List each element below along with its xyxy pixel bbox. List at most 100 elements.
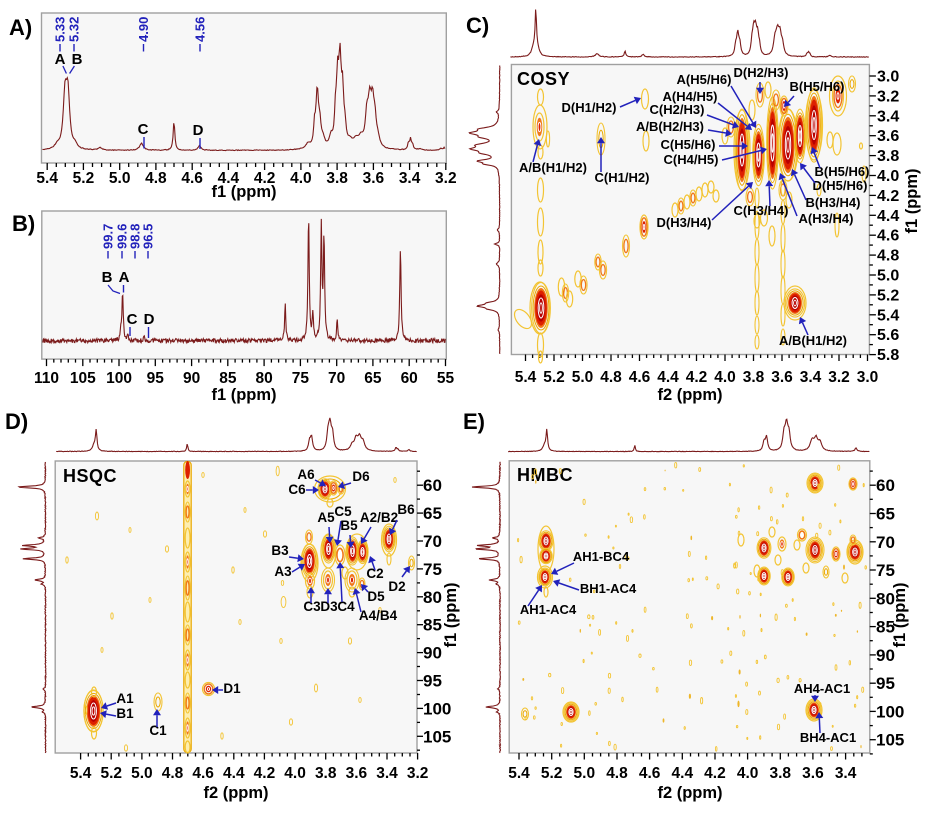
svg-text:3.4: 3.4	[800, 369, 822, 386]
svg-text:3.4: 3.4	[877, 108, 899, 125]
svg-text:BH4-AC1: BH4-AC1	[800, 730, 856, 745]
svg-text:D5: D5	[367, 589, 385, 604]
svg-text:B: B	[72, 51, 83, 68]
svg-text:3.8: 3.8	[877, 148, 899, 165]
svg-text:A/B(H1/H2): A/B(H1/H2)	[779, 333, 847, 348]
svg-text:4.6: 4.6	[181, 170, 203, 187]
svg-text:3.6: 3.6	[346, 765, 368, 782]
svg-text:C(H5/H6): C(H5/H6)	[661, 137, 716, 152]
svg-text:85: 85	[423, 616, 442, 635]
svg-text:65: 65	[364, 370, 382, 387]
svg-text:A/B(H2/H3): A/B(H2/H3)	[636, 119, 704, 134]
svg-text:AH1-BC4: AH1-BC4	[573, 549, 630, 564]
svg-text:A(H4/H5): A(H4/H5)	[663, 89, 718, 104]
svg-text:f1 (ppm): f1 (ppm)	[211, 183, 276, 201]
svg-text:A2/B2: A2/B2	[360, 510, 398, 525]
svg-text:5.32: 5.32	[67, 17, 82, 42]
svg-text:C(H2/H3): C(H2/H3)	[650, 102, 705, 117]
svg-text:3.6: 3.6	[802, 765, 824, 782]
svg-text:D6: D6	[352, 469, 370, 484]
svg-text:3.0: 3.0	[857, 369, 879, 386]
svg-text:4.6: 4.6	[192, 765, 214, 782]
svg-text:B5: B5	[340, 518, 358, 533]
svg-text:B): B)	[12, 211, 35, 236]
svg-text:5.0: 5.0	[109, 170, 131, 187]
svg-text:4.56: 4.56	[193, 17, 208, 42]
svg-text:f1 (ppm): f1 (ppm)	[891, 582, 909, 647]
svg-text:C): C)	[466, 13, 489, 38]
svg-text:C2: C2	[366, 566, 383, 581]
svg-text:5.0: 5.0	[572, 369, 594, 386]
svg-text:5.0: 5.0	[131, 765, 153, 782]
svg-text:105: 105	[423, 727, 451, 746]
svg-text:85: 85	[219, 370, 237, 387]
svg-text:A(H5/H6): A(H5/H6)	[677, 72, 732, 87]
svg-text:99.7: 99.7	[101, 224, 116, 249]
svg-text:95: 95	[423, 672, 442, 691]
svg-text:4.0: 4.0	[284, 765, 306, 782]
svg-text:4.2: 4.2	[254, 170, 276, 187]
svg-text:A: A	[55, 51, 66, 68]
svg-text:3.8: 3.8	[743, 369, 765, 386]
svg-text:COSY: COSY	[517, 69, 570, 89]
svg-text:90: 90	[183, 370, 200, 387]
svg-text:90: 90	[876, 646, 895, 665]
svg-text:70: 70	[328, 370, 345, 387]
svg-text:5.4: 5.4	[36, 170, 58, 187]
svg-text:60: 60	[423, 476, 442, 495]
svg-text:3.2: 3.2	[877, 88, 899, 105]
svg-text:100: 100	[106, 370, 132, 387]
svg-text:BH1-AC4: BH1-AC4	[580, 581, 637, 596]
svg-text:3.4: 3.4	[835, 765, 857, 782]
svg-text:4.8: 4.8	[600, 369, 622, 386]
svg-text:75: 75	[292, 370, 310, 387]
svg-text:3.2: 3.2	[828, 369, 850, 386]
svg-text:5.2: 5.2	[541, 765, 563, 782]
svg-text:B: B	[102, 269, 113, 286]
svg-text:5.8: 5.8	[877, 347, 899, 364]
svg-text:4.8: 4.8	[606, 765, 628, 782]
svg-text:4.2: 4.2	[686, 369, 708, 386]
svg-text:3.4: 3.4	[399, 170, 421, 187]
svg-text:C1: C1	[149, 723, 167, 738]
svg-text:4.0: 4.0	[290, 170, 312, 187]
svg-text:3.6: 3.6	[771, 369, 793, 386]
svg-text:60: 60	[876, 476, 895, 495]
svg-text:C3: C3	[303, 599, 321, 614]
svg-text:85: 85	[876, 618, 895, 637]
svg-text:5.4: 5.4	[70, 765, 92, 782]
svg-text:f2 (ppm): f2 (ppm)	[657, 784, 722, 802]
svg-text:4.6: 4.6	[877, 228, 899, 245]
svg-text:4.4: 4.4	[218, 170, 240, 187]
svg-text:AH4-AC1: AH4-AC1	[794, 681, 850, 696]
svg-text:C4: C4	[337, 599, 355, 614]
svg-text:3.6: 3.6	[363, 170, 385, 187]
svg-text:60: 60	[401, 370, 418, 387]
svg-text:4.8: 4.8	[145, 170, 167, 187]
svg-text:4.2: 4.2	[704, 765, 726, 782]
svg-text:D): D)	[5, 409, 28, 434]
svg-text:99.6: 99.6	[115, 224, 130, 249]
svg-text:90: 90	[423, 644, 442, 663]
svg-text:D: D	[193, 122, 204, 139]
svg-text:5.2: 5.2	[100, 765, 122, 782]
svg-text:A6: A6	[297, 467, 315, 482]
svg-text:5.33: 5.33	[53, 17, 68, 42]
svg-text:105: 105	[70, 370, 96, 387]
svg-text:3.4: 3.4	[376, 765, 398, 782]
svg-text:70: 70	[423, 532, 442, 551]
svg-text:f1 (ppm): f1 (ppm)	[211, 386, 276, 404]
svg-text:4.6: 4.6	[639, 765, 661, 782]
svg-text:4.4: 4.4	[223, 765, 245, 782]
svg-text:3.8: 3.8	[315, 765, 337, 782]
svg-text:E): E)	[463, 409, 485, 434]
svg-text:100: 100	[876, 702, 904, 721]
svg-text:55: 55	[437, 370, 455, 387]
svg-text:100: 100	[423, 699, 451, 718]
svg-text:4.2: 4.2	[877, 188, 899, 205]
svg-text:95: 95	[876, 674, 895, 693]
svg-text:C(H4/H5): C(H4/H5)	[664, 152, 719, 167]
svg-text:C5: C5	[334, 504, 352, 519]
svg-text:C: C	[138, 121, 149, 138]
svg-text:B(H5/H6): B(H5/H6)	[790, 79, 845, 94]
